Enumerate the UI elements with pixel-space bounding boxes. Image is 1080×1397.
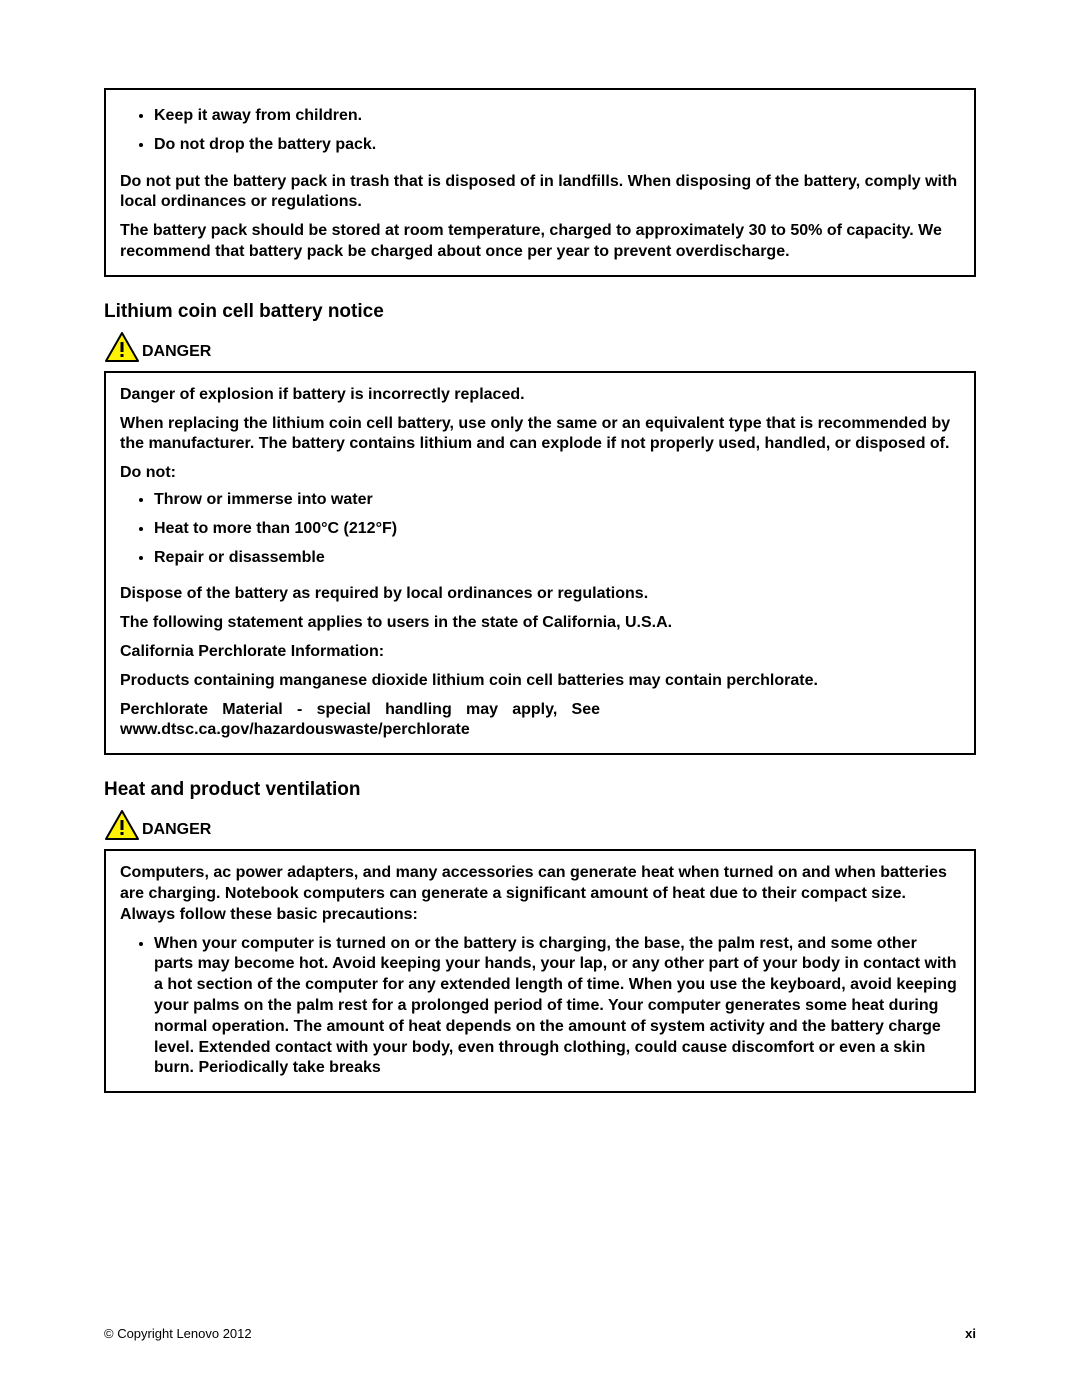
list-item: Throw or immerse into water xyxy=(154,490,960,511)
paragraph: The following statement applies to users… xyxy=(120,613,960,634)
paragraph: Perchlorate Material - special handling … xyxy=(120,700,600,742)
paragraph: When replacing the lithium coin cell bat… xyxy=(120,414,960,456)
section-title-heat: Heat and product ventilation xyxy=(104,779,976,801)
paragraph: Computers, ac power adapters, and many a… xyxy=(120,863,960,925)
bullet-list: When your computer is turned on or the b… xyxy=(120,934,960,1080)
page-footer: © Copyright Lenovo 2012 xi xyxy=(104,1326,976,1341)
paragraph: Danger of explosion if battery is incorr… xyxy=(120,385,960,406)
paragraph: Do not put the battery pack in trash tha… xyxy=(120,172,960,214)
section-title-lithium: Lithium coin cell battery notice xyxy=(104,301,976,323)
warning-icon xyxy=(104,331,140,363)
list-item: Keep it away from children. xyxy=(154,106,960,127)
bullet-list: Throw or immerse into water Heat to more… xyxy=(120,490,960,568)
warning-box-heat: Computers, ac power adapters, and many a… xyxy=(104,849,976,1093)
list-item: When your computer is turned on or the b… xyxy=(154,934,960,1080)
warning-icon xyxy=(104,809,140,841)
page-number: xi xyxy=(965,1326,976,1341)
list-item: Heat to more than 100°C (212°F) xyxy=(154,519,960,540)
paragraph: Dispose of the battery as required by lo… xyxy=(120,584,960,605)
paragraph: The battery pack should be stored at roo… xyxy=(120,221,960,263)
document-page: Keep it away from children. Do not drop … xyxy=(0,0,1080,1397)
danger-label: DANGER xyxy=(142,821,211,841)
danger-label: DANGER xyxy=(142,343,211,363)
danger-heading: DANGER xyxy=(104,331,976,363)
paragraph: Products containing manganese dioxide li… xyxy=(120,671,960,692)
copyright-text: © Copyright Lenovo 2012 xyxy=(104,1326,252,1341)
list-item: Repair or disassemble xyxy=(154,548,960,569)
bullet-list: Keep it away from children. Do not drop … xyxy=(120,106,960,156)
paragraph: California Perchlorate Information: xyxy=(120,642,960,663)
warning-box-battery-pack: Keep it away from children. Do not drop … xyxy=(104,88,976,277)
list-item: Do not drop the battery pack. xyxy=(154,135,960,156)
danger-heading: DANGER xyxy=(104,809,976,841)
warning-box-lithium: Danger of explosion if battery is incorr… xyxy=(104,371,976,755)
paragraph: Do not: xyxy=(120,463,960,484)
